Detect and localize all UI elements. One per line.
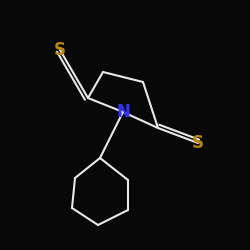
Text: S: S — [54, 41, 66, 59]
Text: N: N — [116, 103, 130, 121]
Text: S: S — [192, 134, 204, 152]
